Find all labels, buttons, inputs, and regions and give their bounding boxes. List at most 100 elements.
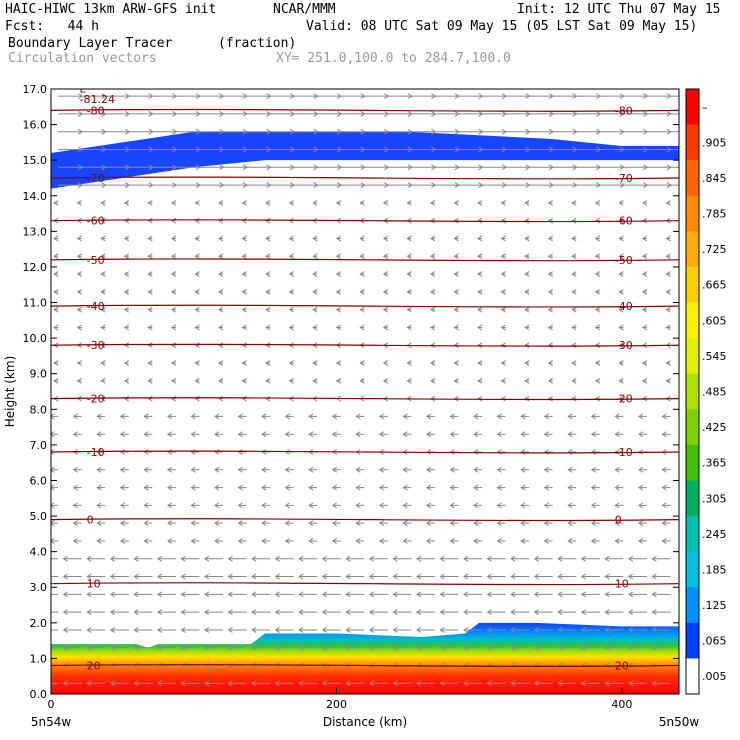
circulation-vector: [274, 591, 294, 598]
colorbar-label: .365: [702, 457, 727, 470]
circulation-vector: [486, 609, 506, 616]
circulation-vector: [651, 644, 671, 651]
circulation-vector: [76, 253, 82, 260]
circulation-vector: [458, 182, 484, 189]
circulation-vector: [557, 591, 577, 598]
circulation-vector: [661, 466, 671, 473]
circulation-vector: [486, 680, 506, 687]
circulation-vector: [265, 360, 271, 366]
circulation-vector: [594, 217, 601, 224]
circulation-vector: [670, 113, 679, 115]
circulation-vector: [557, 573, 577, 580]
circulation-vector: [86, 680, 106, 687]
y-tick-label: 14.0: [23, 190, 48, 203]
temperature-contour-label: 20: [87, 660, 101, 673]
temperature-contour-label: 0: [615, 514, 622, 527]
circulation-vector: [100, 324, 106, 331]
circulation-vector: [547, 324, 553, 331]
circulation-vector: [392, 644, 412, 651]
x-tick-label: 400: [611, 698, 632, 711]
circulation-vector: [571, 288, 577, 295]
circulation-vector: [241, 199, 247, 206]
circulation-vector: [505, 110, 531, 117]
circulation-vector: [170, 235, 177, 242]
circulation-vector: [637, 538, 647, 544]
circulation-vector: [227, 627, 247, 633]
circulation-vector: [618, 271, 624, 277]
circulation-vector: [359, 253, 365, 260]
y-tick-label: 2.0: [30, 617, 48, 630]
circulation-vector: [86, 573, 106, 580]
circulation-vector: [496, 538, 506, 544]
circulation-vector: [571, 377, 577, 384]
circulation-vector: [406, 288, 412, 295]
circulation-vector: [62, 644, 82, 651]
circulation-vector: [567, 466, 577, 473]
circulation-vector: [552, 110, 578, 117]
circulation-vector: [152, 182, 178, 189]
circulation-vector: [76, 324, 82, 331]
circulation-vector: [463, 680, 483, 687]
circulation-vector: [128, 110, 154, 117]
circulation-vector: [590, 520, 600, 527]
circulation-vector: [520, 413, 530, 420]
circulation-vector: [308, 431, 318, 438]
circulation-vector: [133, 591, 153, 598]
circulation-vector: [62, 627, 82, 633]
circulation-vector: [194, 217, 200, 224]
circulation-vector: [627, 573, 647, 580]
circulation-vector: [402, 413, 412, 420]
circulation-vector: [218, 288, 224, 295]
circulation-vector: [425, 484, 435, 491]
circulation-vector: [627, 680, 647, 687]
circulation-vector: [175, 182, 201, 189]
circulation-vector: [500, 199, 506, 206]
circulation-vector: [547, 306, 553, 313]
circulation-vector: [552, 128, 578, 135]
circulation-vector: [473, 484, 483, 491]
colorbar-swatch: [686, 444, 699, 481]
circulation-vector: [143, 538, 153, 544]
circulation-vector: [204, 609, 223, 616]
circulation-vector: [599, 93, 625, 100]
circulation-vector: [147, 271, 153, 277]
circulation-vector: [524, 342, 530, 349]
circulation-vector: [170, 306, 177, 313]
circulation-vector: [524, 377, 530, 384]
circulation-vector: [166, 449, 176, 455]
circulation-vector: [359, 377, 365, 384]
circulation-vector: [496, 520, 506, 527]
circulation-vector: [453, 306, 459, 313]
circulation-vector: [335, 253, 342, 260]
circulation-vector: [345, 573, 365, 580]
circulation-vector: [194, 253, 200, 260]
circulation-vector: [147, 199, 153, 206]
circulation-vector: [265, 324, 271, 331]
circulation-vector: [340, 182, 366, 189]
plot-frame: [50, 88, 680, 695]
circulation-vector: [477, 288, 483, 295]
circulation-vector: [392, 680, 412, 687]
circulation-vector: [670, 149, 679, 150]
circulation-vector: [576, 110, 602, 117]
colorbar-label: .845: [702, 172, 727, 185]
circulation-vector: [543, 431, 553, 438]
circulation-vector: [190, 538, 200, 544]
circulation-vector: [227, 662, 247, 669]
circulation-vector: [166, 538, 176, 544]
circulation-vector: [496, 449, 506, 455]
circulation-vector: [661, 431, 671, 438]
circulation-vector: [533, 591, 553, 598]
circulation-vector: [156, 680, 176, 687]
circulation-vector: [651, 627, 671, 633]
circulation-vector: [590, 449, 600, 455]
circulation-vector: [439, 627, 459, 633]
circulation-vector: [298, 555, 318, 562]
circulation-vector: [453, 235, 459, 242]
circulation-vector: [599, 128, 625, 135]
circulation-vector: [533, 644, 553, 651]
circulation-vector: [86, 555, 106, 562]
circulation-vector: [194, 199, 200, 206]
circulation-vector: [133, 573, 153, 580]
circulation-vector: [368, 627, 388, 633]
